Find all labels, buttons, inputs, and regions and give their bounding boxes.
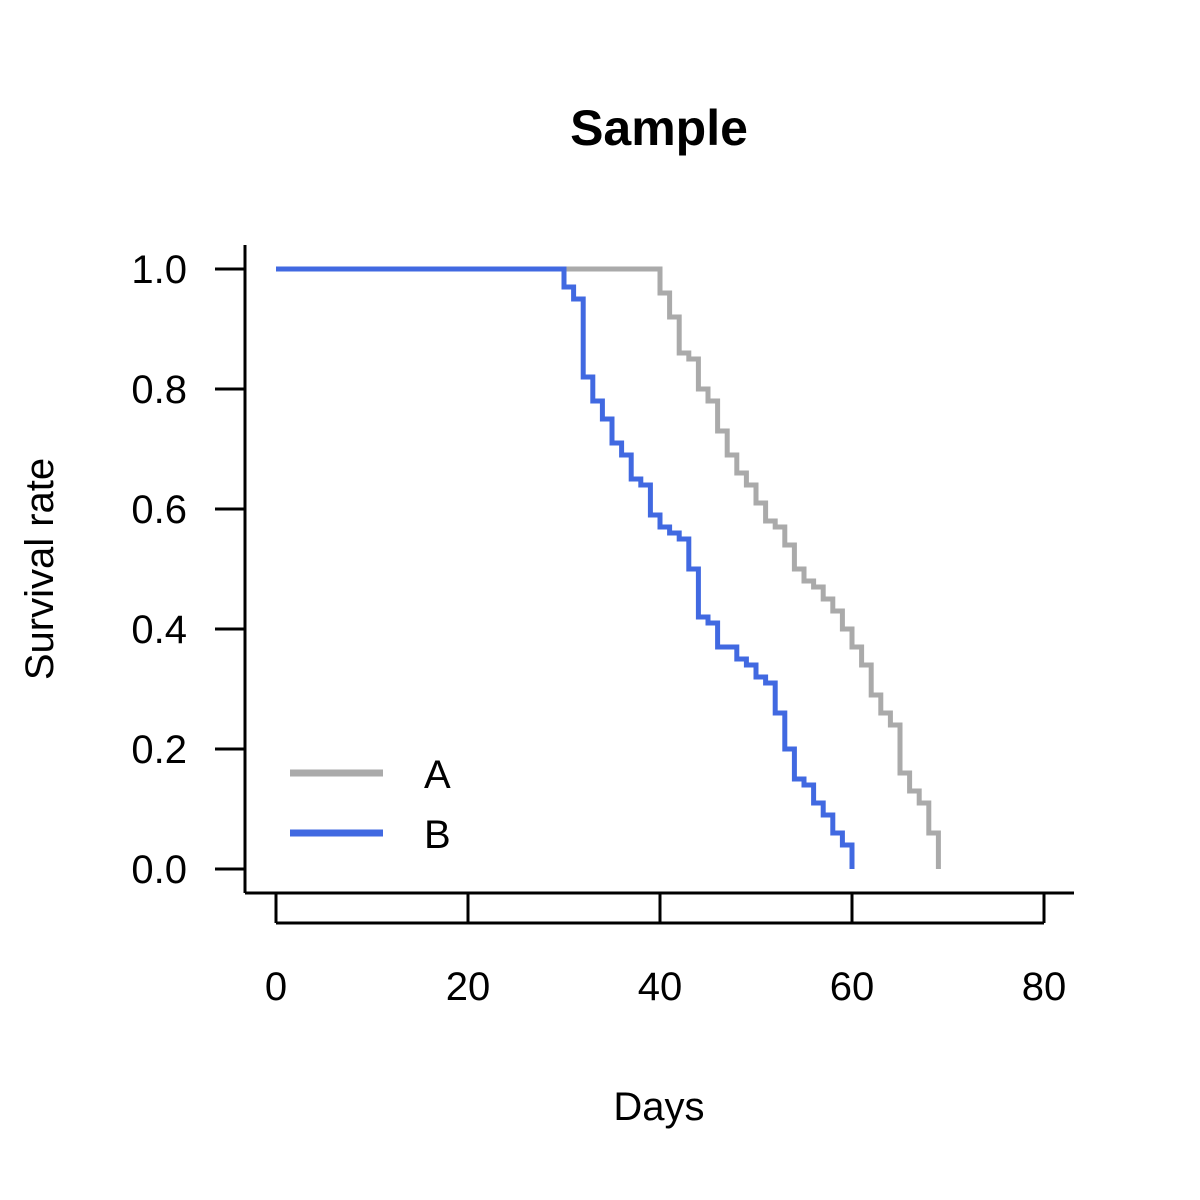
plot-area [276, 266, 941, 869]
legend-label-a: A [424, 753, 451, 797]
legend: AB [290, 753, 451, 857]
y-axis-label: Survival rate [18, 458, 62, 680]
y-axis: 0.0 0.2 0.4 0.6 0.8 1.0 [131, 245, 247, 893]
y-tick-label: 0.8 [131, 368, 187, 412]
x-tick-label: 60 [830, 965, 875, 1009]
y-tick-label: 0.0 [131, 848, 187, 892]
legend-label-b: B [424, 813, 451, 857]
y-tick-label: 0.2 [131, 728, 187, 772]
y-tick-label: 0.4 [131, 608, 187, 652]
y-tick-label: 0.6 [131, 488, 187, 532]
chart-title: Sample [570, 100, 748, 156]
x-tick-label: 40 [638, 965, 683, 1009]
series-line-a [276, 266, 941, 869]
x-axis: 0 20 40 60 80 [245, 891, 1074, 1009]
x-tick-label: 80 [1022, 965, 1067, 1009]
x-tick-label: 0 [265, 965, 287, 1009]
x-axis-label: Days [613, 1085, 704, 1129]
x-tick-label: 20 [446, 965, 491, 1009]
y-tick-label: 1.0 [131, 248, 187, 292]
series-line-b [276, 266, 855, 869]
